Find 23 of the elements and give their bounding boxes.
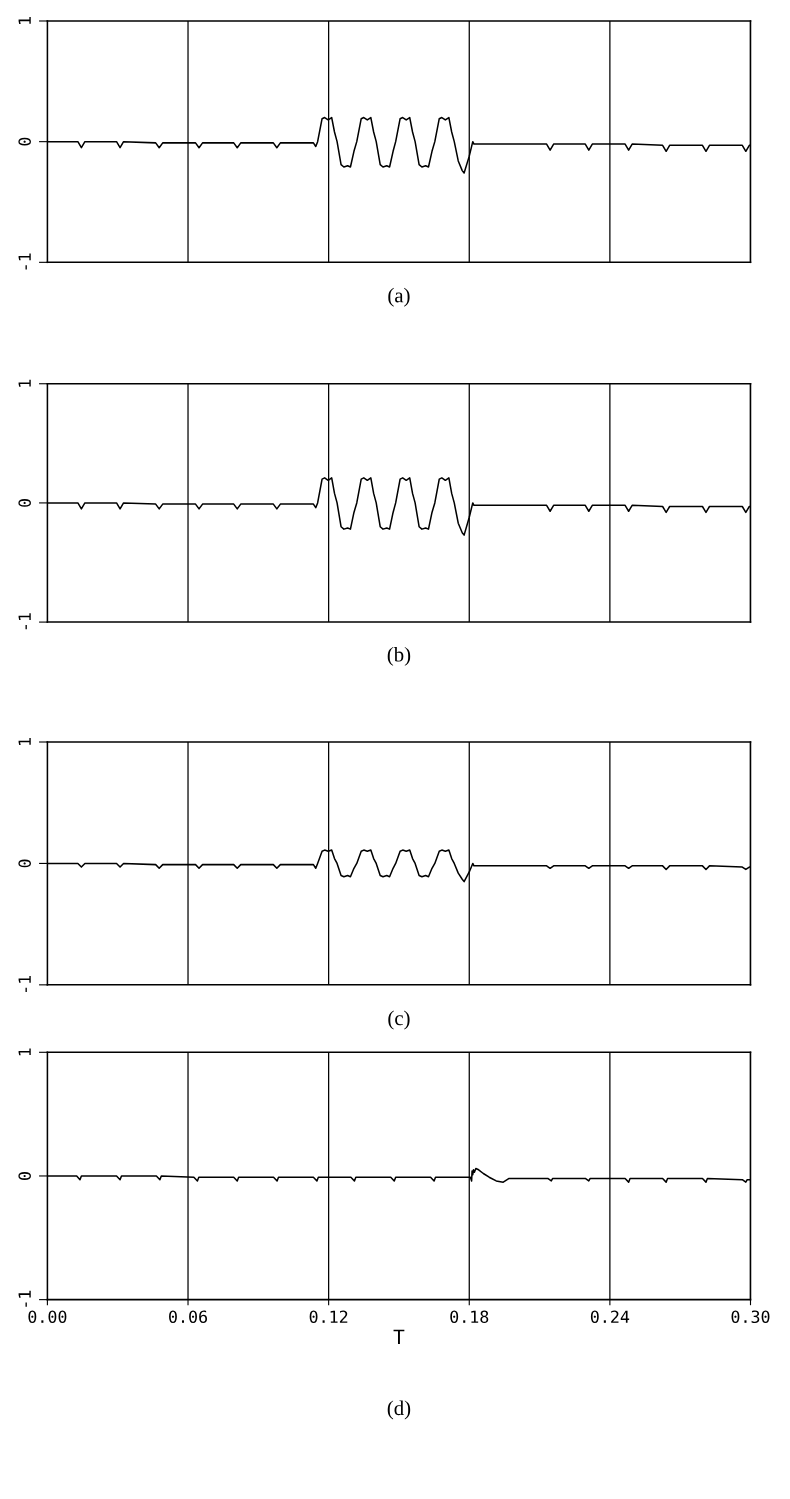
text: (b) [387, 646, 411, 666]
y-tick-label: 0 [18, 137, 31, 146]
x-tick-label: 0.00 [28, 1310, 67, 1324]
x-tick-label: 0.12 [309, 1310, 348, 1324]
y-tick-label: 0 [18, 859, 31, 868]
y-tick-label: 0 [18, 1172, 31, 1180]
y-tick-label: 1 [18, 379, 31, 387]
y-tick-label: -1 [18, 253, 31, 270]
x-tick-label: 0.18 [450, 1310, 489, 1324]
x-tick-label: 0.24 [590, 1310, 630, 1324]
y-tick-label: -1 [18, 1290, 31, 1307]
text: (a) [388, 287, 410, 307]
y-tick-label: 1 [18, 1048, 31, 1056]
y-tick-label: 0 [18, 498, 31, 507]
y-tick-label: -1 [18, 975, 31, 992]
x-tick-label: 0.06 [169, 1310, 208, 1324]
text: (d) [387, 1400, 411, 1420]
y-tick-label: -1 [18, 613, 31, 630]
x-tick-label: 0.30 [731, 1310, 770, 1324]
y-tick-label: 1 [18, 17, 31, 24]
x-axis-title: T [393, 1329, 405, 1344]
text: (c) [388, 1010, 410, 1030]
y-tick-label: 1 [18, 738, 31, 746]
